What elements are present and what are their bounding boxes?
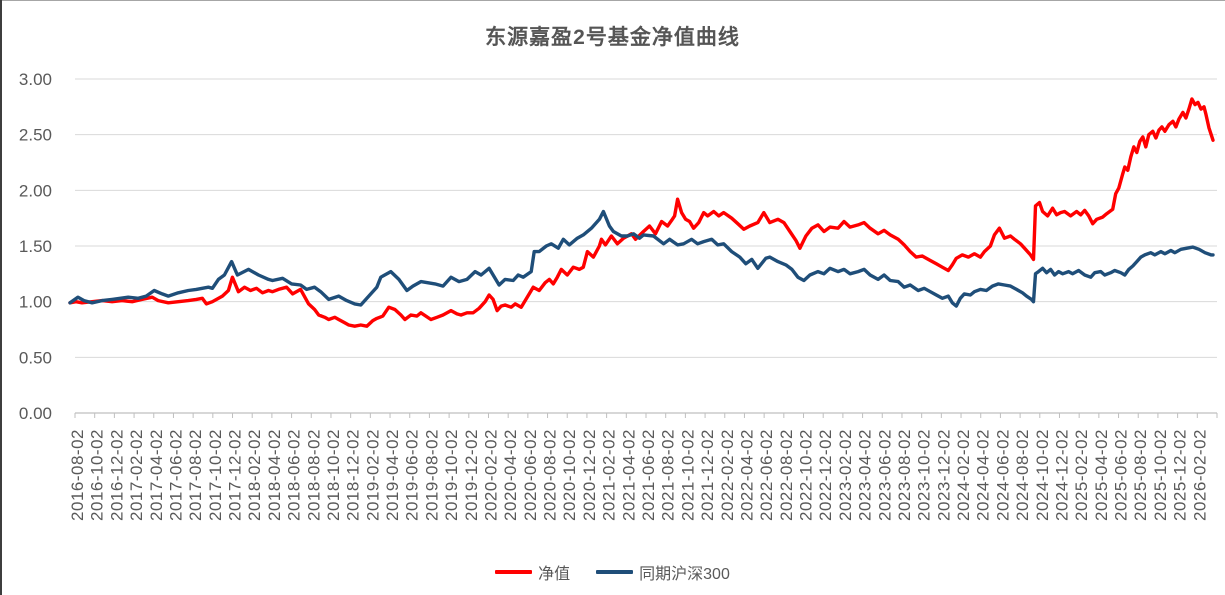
x-tick-label: 2022-04-02 — [737, 429, 756, 521]
x-tick-label: 2018-12-02 — [344, 429, 363, 521]
legend-label-csi300: 同期沪深300 — [639, 566, 730, 583]
net-value-line[interactable] — [68, 97, 1215, 328]
x-tick-label: 2019-08-02 — [422, 429, 441, 521]
x-tick-label: 2021-08-02 — [659, 429, 678, 521]
csi300-line[interactable] — [68, 209, 1215, 308]
x-tick-label: 2018-06-02 — [285, 429, 304, 521]
x-tick-label: 2022-02-02 — [718, 429, 737, 521]
legend-label-net-value: 净值 — [538, 566, 571, 583]
x-tick-label: 2018-10-02 — [324, 429, 343, 521]
x-tick-label: 2016-12-02 — [107, 429, 126, 521]
x-tick-label: 2025-06-02 — [1112, 429, 1131, 521]
x-tick-label: 2019-06-02 — [403, 429, 422, 521]
x-tick-label: 2023-08-02 — [895, 429, 914, 521]
x-tick-label: 2023-02-02 — [836, 429, 855, 521]
x-tick-label: 2022-12-02 — [816, 429, 835, 521]
x-tick-label: 2016-10-02 — [88, 429, 107, 521]
x-tick-label: 2025-04-02 — [1092, 429, 1111, 521]
x-tick-label: 2021-12-02 — [698, 429, 717, 521]
x-tick-label: 2025-08-02 — [1131, 429, 1150, 521]
x-tick-label: 2016-08-02 — [68, 429, 87, 521]
x-tick-label: 2021-04-02 — [619, 429, 638, 521]
y-tick-label: 1.50 — [19, 237, 52, 256]
x-tick-label: 2022-08-02 — [777, 429, 796, 521]
x-tick-label: 2019-04-02 — [383, 429, 402, 521]
x-tick-label: 2019-10-02 — [442, 429, 461, 521]
x-tick-label: 2020-08-02 — [541, 429, 560, 521]
x-tick-label: 2017-02-02 — [127, 429, 146, 521]
x-tick-label: 2020-12-02 — [580, 429, 599, 521]
x-tick-label: 2018-08-02 — [304, 429, 323, 521]
x-tick-label: 2022-10-02 — [797, 429, 816, 521]
x-tick-label: 2024-10-02 — [1033, 429, 1052, 521]
y-tick-label: 1.00 — [19, 293, 52, 312]
x-tick-label: 2026-02-02 — [1190, 429, 1209, 521]
window-left-border — [0, 0, 2, 595]
x-tick-label: 2020-10-02 — [560, 429, 579, 521]
x-tick-label: 2020-04-02 — [501, 429, 520, 521]
x-tick-label: 2020-06-02 — [521, 429, 540, 521]
y-tick-label: 3.00 — [19, 70, 52, 89]
x-tick-label: 2017-04-02 — [147, 429, 166, 521]
x-tick-label: 2019-02-02 — [363, 429, 382, 521]
y-tick-label: 2.50 — [19, 126, 52, 145]
x-tick-label: 2024-08-02 — [1013, 429, 1032, 521]
x-tick-label: 2025-10-02 — [1151, 429, 1170, 521]
x-tick-label: 2022-06-02 — [757, 429, 776, 521]
y-tick-label: 0.50 — [19, 348, 52, 367]
x-tick-label: 2024-04-02 — [974, 429, 993, 521]
y-tick-label: 0.00 — [19, 404, 52, 423]
x-tick-label: 2023-12-02 — [934, 429, 953, 521]
window-top-border — [0, 0, 1225, 1]
chart-title: 东源嘉盈2号基金净值曲线 — [485, 26, 740, 49]
x-tick-label: 2017-12-02 — [226, 429, 245, 521]
csi300-line-swatch — [596, 570, 634, 574]
x-tick-label: 2023-04-02 — [856, 429, 875, 521]
x-tick-label: 2023-10-02 — [915, 429, 934, 521]
legend-item-net-value[interactable]: 净值 — [495, 560, 570, 584]
legend[interactable]: 净值 同期沪深300 — [0, 559, 1225, 585]
x-tick-label: 2021-06-02 — [639, 429, 658, 521]
x-tick-label: 2018-02-02 — [245, 429, 264, 521]
x-tick-label: 2017-08-02 — [186, 429, 205, 521]
x-tick-label: 2025-12-02 — [1171, 429, 1190, 521]
x-tick-label: 2017-06-02 — [166, 429, 185, 521]
x-tick-label: 2024-12-02 — [1052, 429, 1071, 521]
x-tick-label: 2024-06-02 — [993, 429, 1012, 521]
x-tick-label: 2021-10-02 — [678, 429, 697, 521]
net-value-line-swatch — [495, 570, 533, 574]
x-tick-label: 2018-04-02 — [265, 429, 284, 521]
x-tick-label: 2021-02-02 — [600, 429, 619, 521]
x-tick-label: 2023-06-02 — [875, 429, 894, 521]
x-tick-label: 2019-12-02 — [462, 429, 481, 521]
x-tick-label: 2025-02-02 — [1072, 429, 1091, 521]
x-tick-label: 2017-10-02 — [206, 429, 225, 521]
legend-item-csi300[interactable]: 同期沪深300 — [596, 560, 730, 584]
x-tick-label: 2024-02-02 — [954, 429, 973, 521]
x-tick-label: 2020-02-02 — [481, 429, 500, 521]
y-tick-label: 2.00 — [19, 181, 52, 200]
